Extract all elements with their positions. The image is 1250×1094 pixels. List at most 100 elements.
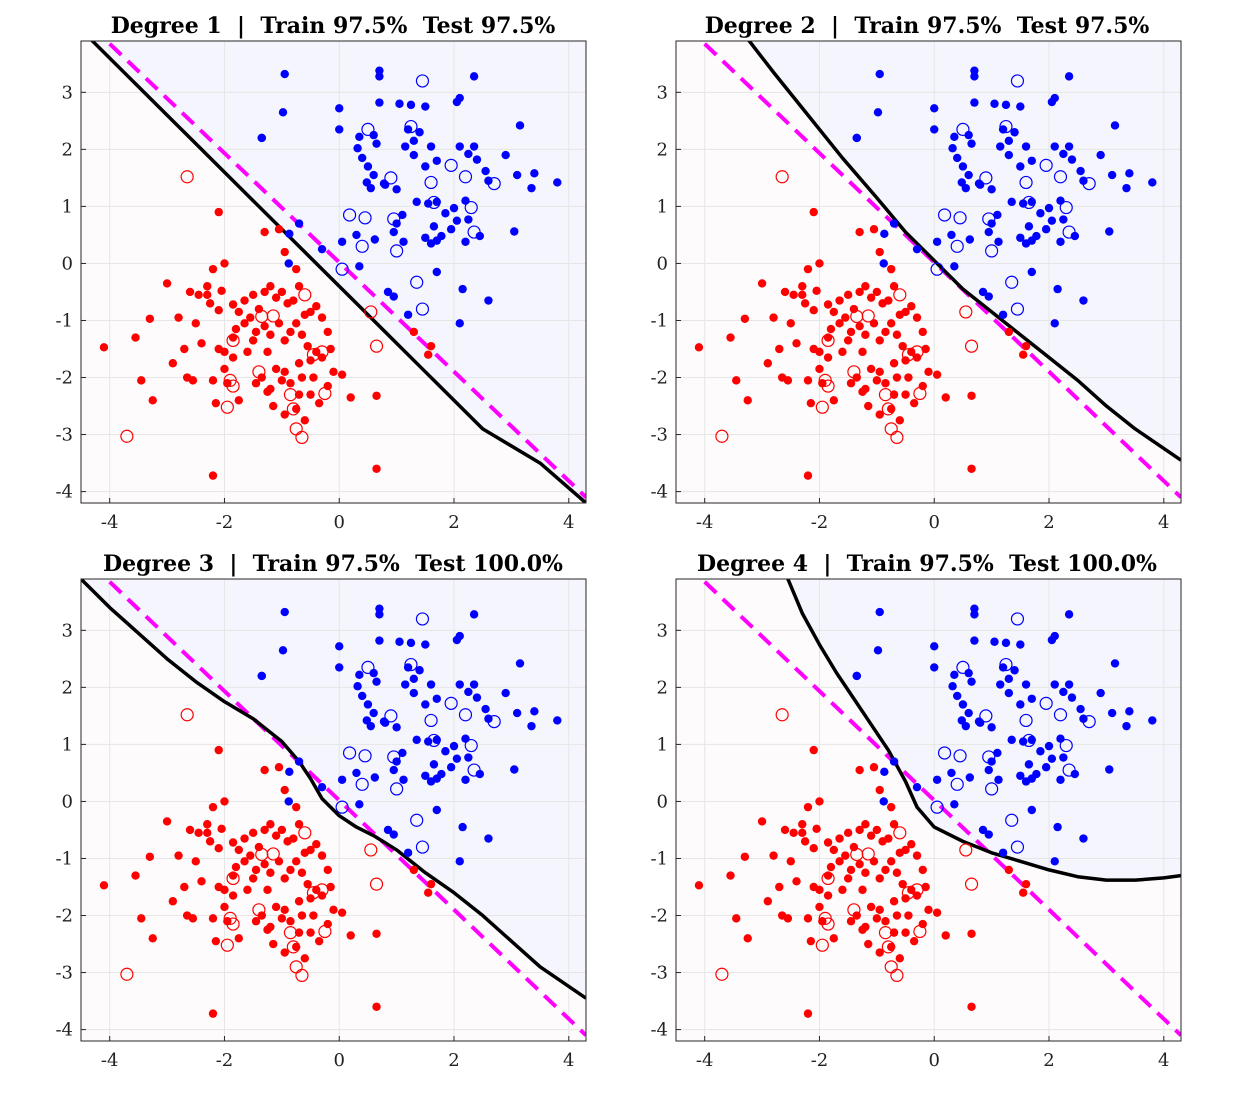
point-class-b-train (798, 282, 807, 291)
point-class-b-train (798, 828, 807, 838)
point-class-b-train (280, 410, 289, 419)
point-class-b-train (843, 874, 853, 883)
point-class-b-train (886, 404, 896, 414)
point-class-b-train (372, 1002, 381, 1011)
point-class-a-train (948, 682, 957, 691)
point-class-a-train (352, 230, 361, 240)
point-class-b-train (180, 882, 189, 892)
point-class-a-test (427, 733, 441, 748)
point-class-a-train (472, 693, 482, 702)
point-class-b-train (869, 319, 879, 328)
point-class-b-train (263, 347, 272, 357)
point-class-a-train (553, 716, 562, 725)
point-class-b-train (886, 802, 896, 812)
point-class-a-train (932, 775, 942, 784)
x-tick-label: -4 (696, 512, 714, 533)
point-class-b-test (881, 940, 895, 954)
point-class-b-train (309, 911, 318, 920)
point-class-b-train (815, 364, 824, 374)
point-class-a-test (979, 171, 993, 185)
point-class-a-train (370, 235, 380, 244)
point-class-a-test (1062, 763, 1076, 777)
point-class-a-train (415, 128, 424, 137)
point-class-b-train (231, 862, 241, 872)
point-class-b-train (300, 416, 310, 425)
point-class-a-train (527, 721, 536, 731)
x-tick-label: 0 (929, 512, 940, 533)
point-class-b-train (875, 247, 884, 257)
point-class-b-train (289, 296, 298, 305)
point-class-a-train (398, 210, 407, 220)
point-class-a-train (464, 149, 473, 159)
point-class-b-train (248, 290, 258, 300)
point-class-a-train (409, 674, 419, 684)
point-class-b-train (220, 902, 229, 912)
point-class-a-test (979, 709, 993, 723)
point-class-a-train (337, 775, 347, 784)
point-class-a-train (458, 822, 467, 832)
point-class-a-train (353, 682, 362, 691)
point-class-a-train (1125, 169, 1134, 178)
point-class-b-train (740, 314, 750, 323)
point-class-a-train (285, 229, 294, 238)
point-class-b-train (214, 882, 223, 892)
point-class-b-train (409, 865, 419, 875)
point-class-b-train (208, 914, 218, 923)
point-class-b-train (843, 290, 853, 300)
point-class-b-train (286, 379, 295, 388)
point-class-a-train (930, 104, 939, 113)
point-class-a-train (379, 179, 389, 188)
y-tick-label: -2 (650, 368, 668, 389)
point-class-b-train (289, 834, 298, 843)
point-class-a-train (1050, 680, 1059, 689)
point-class-b-train (889, 359, 899, 368)
point-class-b-test (315, 883, 329, 897)
point-class-a-train (437, 769, 446, 779)
point-class-a-train (357, 153, 367, 163)
x-tick-label: -4 (101, 1050, 119, 1071)
point-class-a-train (967, 139, 976, 148)
point-class-a-train (1107, 170, 1117, 180)
point-class-a-train (1004, 150, 1014, 160)
point-class-b-train (269, 401, 278, 411)
point-class-b-test (913, 386, 927, 401)
point-class-b-train (280, 905, 289, 915)
point-class-b-test (286, 940, 300, 954)
point-class-b-train (861, 922, 870, 932)
point-class-b-train (892, 868, 902, 877)
point-class-b-train (312, 840, 321, 849)
point-class-a-train (1064, 680, 1074, 689)
y-tick-label: -4 (55, 482, 73, 503)
point-class-b-train (211, 936, 221, 946)
point-class-b-train (372, 464, 381, 473)
point-class-b-train (260, 227, 269, 237)
point-class-a-train (375, 636, 384, 645)
plot-area (676, 579, 1181, 1041)
point-class-b-train (809, 207, 818, 217)
point-class-a-train (948, 144, 957, 153)
point-class-b-train (1018, 350, 1028, 359)
point-class-b-train (260, 321, 269, 331)
point-class-a-train (366, 721, 376, 731)
point-class-a-train (452, 754, 462, 763)
point-class-b-train (337, 908, 347, 917)
point-class-b-train (312, 302, 321, 311)
point-class-a-train (930, 642, 939, 651)
point-class-b-train (208, 1009, 218, 1018)
point-class-a-train (399, 775, 408, 784)
point-class-b-train (809, 844, 818, 853)
point-class-a-train (379, 717, 389, 726)
point-class-a-train (930, 663, 939, 672)
point-class-a-train (352, 768, 361, 778)
y-tick-label: -2 (55, 368, 73, 389)
point-class-a-test (415, 612, 430, 626)
point-class-a-test (387, 212, 401, 226)
point-class-b-train (280, 336, 289, 345)
point-class-a-train (1016, 771, 1025, 780)
point-class-b-train (248, 828, 258, 838)
point-class-a-train (1148, 716, 1157, 725)
point-class-b-train (197, 877, 206, 886)
point-class-b-train (185, 825, 195, 835)
point-class-a-train (1044, 741, 1054, 751)
point-class-b-train (769, 851, 778, 860)
